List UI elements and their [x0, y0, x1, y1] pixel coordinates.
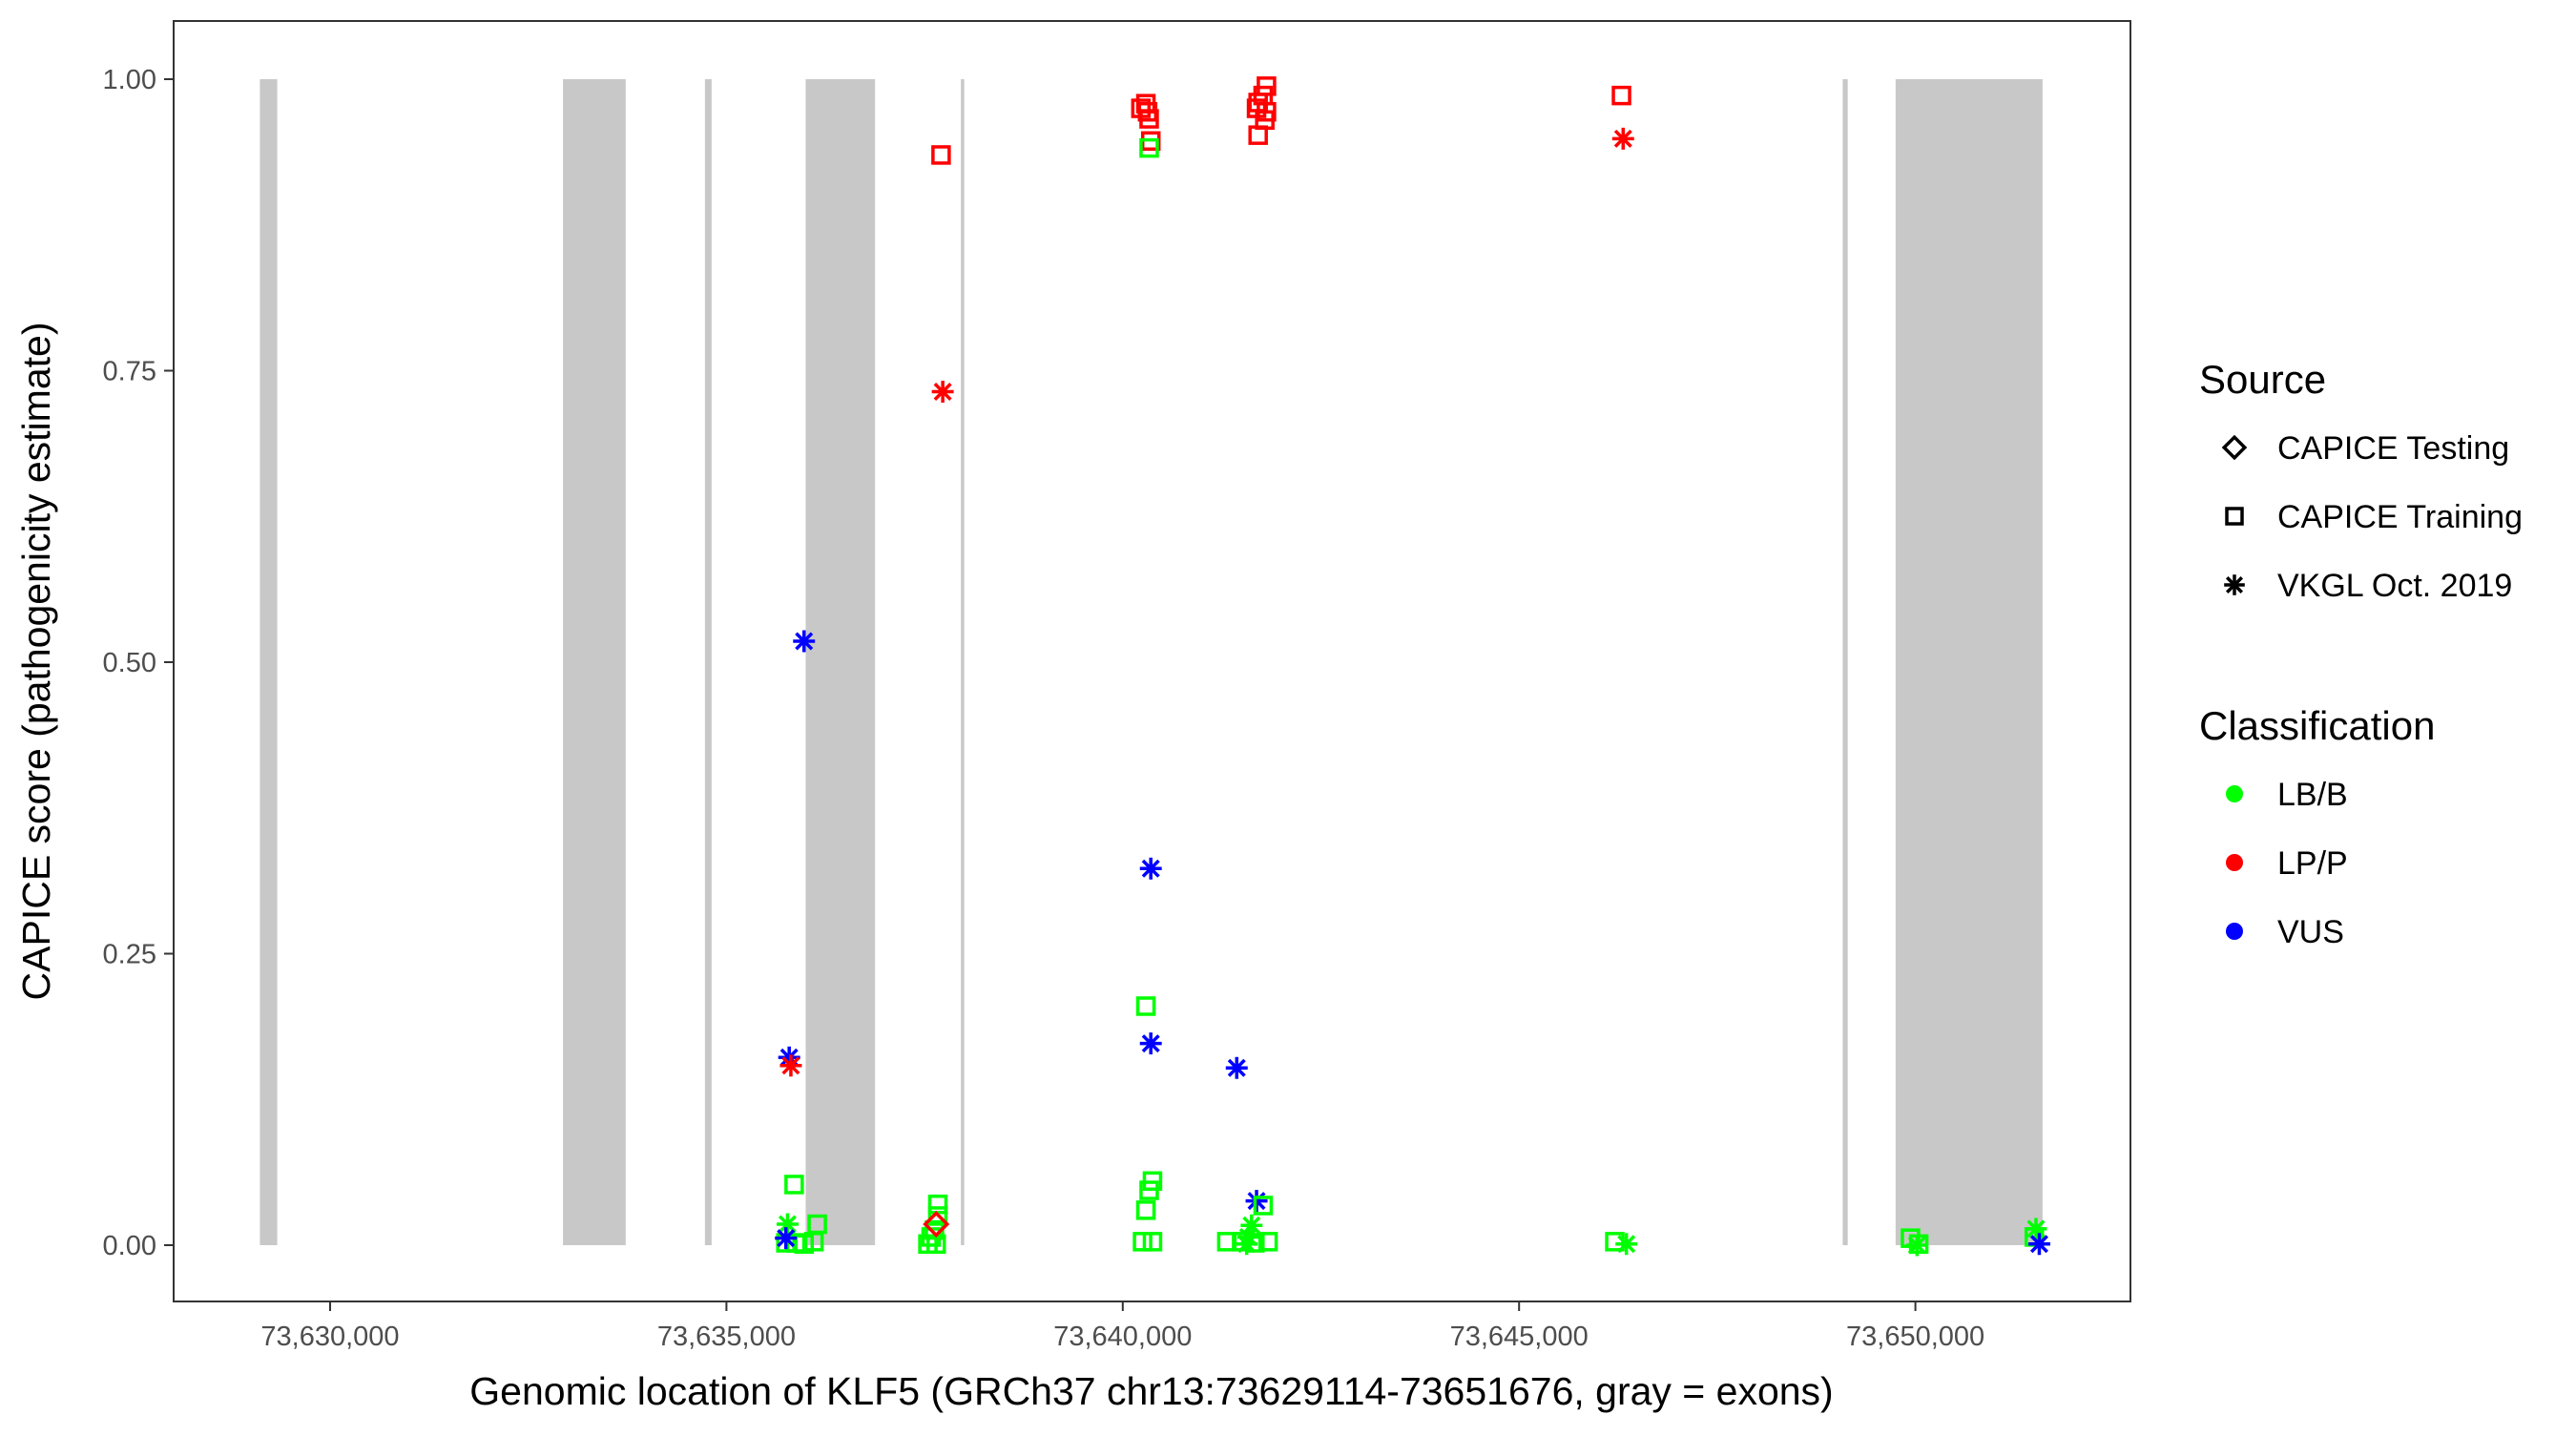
data-point: [1132, 1232, 1153, 1252]
legend-dot-icon: [2226, 923, 2243, 940]
data-point: [1139, 109, 1159, 129]
data-point: [1135, 1200, 1156, 1220]
data-point: [1139, 137, 1159, 158]
exon-band: [260, 79, 278, 1245]
data-point: [1139, 1032, 1162, 1055]
data-point: [1248, 125, 1268, 145]
x-tick-label: 73,630,000: [260, 1322, 399, 1352]
data-point: [1615, 1233, 1638, 1256]
data-point: [927, 1194, 948, 1215]
data-point: [2027, 1233, 2050, 1256]
data-point: [779, 1054, 802, 1077]
legend-source-label: CAPICE Testing: [2277, 430, 2509, 467]
y-tick-label: 1.00: [103, 65, 156, 95]
x-tick-label: 73,640,000: [1053, 1322, 1192, 1352]
legend-source-label: VKGL Oct. 2019: [2277, 568, 2512, 604]
data-points: [775, 76, 2050, 1257]
data-point: [784, 1175, 804, 1195]
y-tick-label: 0.00: [103, 1231, 156, 1261]
legend-dot-icon: [2226, 854, 2243, 871]
x-tick-label: 73,635,000: [657, 1322, 796, 1352]
exon-band: [805, 79, 876, 1245]
plot-panel-border: [173, 20, 2131, 1302]
exon-bands: [260, 79, 2043, 1245]
data-point: [793, 630, 816, 653]
data-point: [775, 1227, 798, 1250]
y-tick-label: 0.25: [103, 940, 156, 970]
legend-class-label: LP/P: [2277, 845, 2348, 882]
data-point: [1135, 996, 1156, 1016]
data-point: [1232, 1232, 1252, 1252]
data-point: [931, 145, 951, 165]
y-axis-title: CAPICE score (pathogenicity estimate): [14, 323, 58, 1001]
legend-square-icon: [2225, 507, 2244, 526]
legend-source-label: CAPICE Training: [2277, 499, 2523, 535]
data-point: [1905, 1234, 1928, 1257]
data-point: [794, 1234, 814, 1255]
y-tick-label: 0.75: [103, 357, 156, 387]
data-point: [1611, 127, 1634, 150]
data-point: [1245, 1233, 1265, 1253]
legend-dot-icon: [2226, 785, 2243, 802]
legend-class-title: Classification: [2199, 703, 2435, 748]
exon-band: [1895, 79, 2043, 1245]
data-point: [1225, 1056, 1248, 1079]
x-axis: 73,630,000 73,635,000 73,640,000 73,645,000…: [260, 1301, 1984, 1352]
data-point: [1142, 1232, 1163, 1252]
data-point: [1139, 1180, 1159, 1200]
legend-class-label: VUS: [2277, 914, 2344, 950]
data-point: [927, 1206, 948, 1226]
data-point: [1139, 857, 1162, 880]
y-tick-label: 0.50: [103, 648, 156, 678]
legend-asterisk-icon: [2224, 574, 2245, 595]
exon-band: [704, 79, 712, 1245]
legend-class-label: LB/B: [2277, 777, 2348, 813]
x-tick-label: 73,645,000: [1450, 1322, 1589, 1352]
exon-band: [563, 79, 626, 1245]
data-point: [803, 1232, 824, 1252]
exon-band: [1842, 79, 1848, 1245]
legend-diamond-icon: [2221, 434, 2248, 461]
x-tick-label: 73,650,000: [1846, 1322, 1984, 1352]
data-point: [923, 1211, 950, 1238]
data-point: [1611, 85, 1631, 106]
exon-band: [961, 79, 965, 1245]
y-axis: 0.00 0.25 0.50 0.75 1.00: [103, 65, 174, 1261]
x-axis-title: Genomic location of KLF5 (GRCh37 chr13:7…: [469, 1369, 1833, 1413]
legend-source-title: Source: [2199, 357, 2326, 402]
data-point: [1253, 1196, 1274, 1216]
data-point: [1257, 1232, 1278, 1252]
data-point: [931, 381, 954, 403]
legend: Source Classification CAPICE Testing CAPI…: [2199, 357, 2523, 950]
